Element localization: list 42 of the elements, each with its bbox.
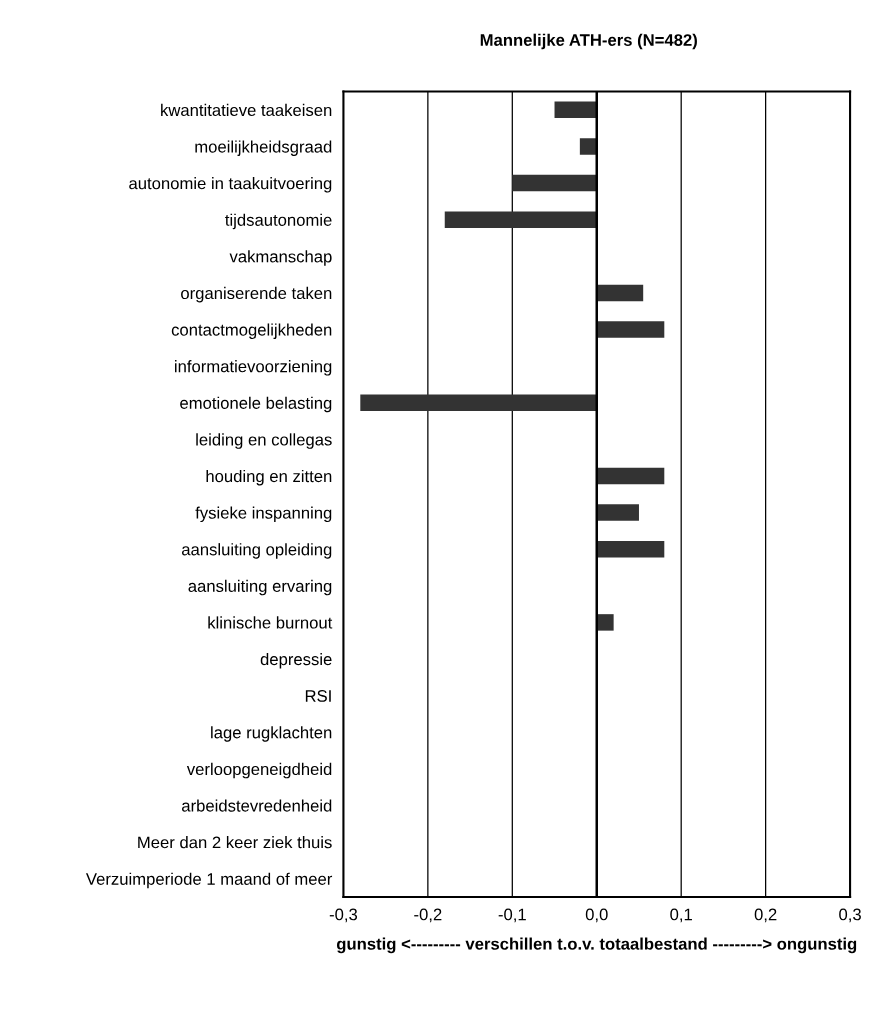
y-tick-label: vakmanschap [229, 250, 332, 266]
bar [596, 540, 665, 558]
bar [596, 321, 665, 338]
bar [596, 504, 639, 521]
y-tick-label: tijdsautonomie [225, 213, 332, 230]
bar [596, 614, 614, 631]
y-tick-label: kwantitatieve taakeisen [161, 103, 332, 117]
y-tick-label: lage rugklachten [211, 726, 332, 742]
x-tick-label: 0,2 [754, 908, 777, 923]
bar [444, 211, 597, 228]
bar [360, 394, 597, 411]
x-tick-label: -0,2 [414, 908, 442, 923]
x-tick-label: 0,3 [839, 908, 861, 923]
x-axis-title: gunstig <--------- verschillen t.o.v. totaalbestand ---------> ongunstig [336, 937, 857, 954]
y-tick-label: Verzuimperiode 1 maand of meer [85, 872, 333, 889]
x-tick-label: 0,1 [670, 908, 692, 923]
bar [579, 138, 597, 155]
bar [554, 101, 597, 119]
y-tick-label: organiserende taken [181, 286, 332, 303]
bar [512, 174, 597, 192]
y-tick-label: verloopgeneigdheid [186, 762, 332, 779]
y-tick-label: depressie [260, 652, 332, 669]
bar [596, 467, 665, 485]
y-tick-label: aansluiting opleiding [181, 543, 332, 559]
y-tick-label: fysieke inspanning [195, 506, 332, 523]
x-tick-label: -0,1 [498, 908, 526, 923]
bar [596, 284, 644, 302]
y-tick-label: autonomie in taakuitvoering [129, 177, 332, 193]
y-tick-label: RSI [305, 690, 331, 702]
y-tick-label: contactmogelijkheden [171, 323, 332, 340]
y-tick-label: moeilijkheidsgraad [195, 140, 332, 156]
chart-title: Mannelijke ATH-ers (N=482) [480, 33, 697, 50]
y-tick-label: emotionele belasting [180, 396, 332, 413]
y-tick-label: arbeidstevredenheid [182, 799, 332, 812]
y-tick-label: houding en zitten [206, 469, 332, 486]
y-tick-label: leiding en collegas [196, 433, 332, 449]
y-tick-label: informatievoorziening [175, 360, 332, 376]
y-tick-label: aansluiting ervaring [188, 579, 332, 596]
x-tick-label: -0,3 [329, 908, 358, 923]
y-tick-label: klinische burnout [208, 616, 333, 629]
y-tick-label: Meer dan 2 keer ziek thuis [138, 836, 332, 849]
x-tick-label: 0,0 [585, 908, 608, 923]
